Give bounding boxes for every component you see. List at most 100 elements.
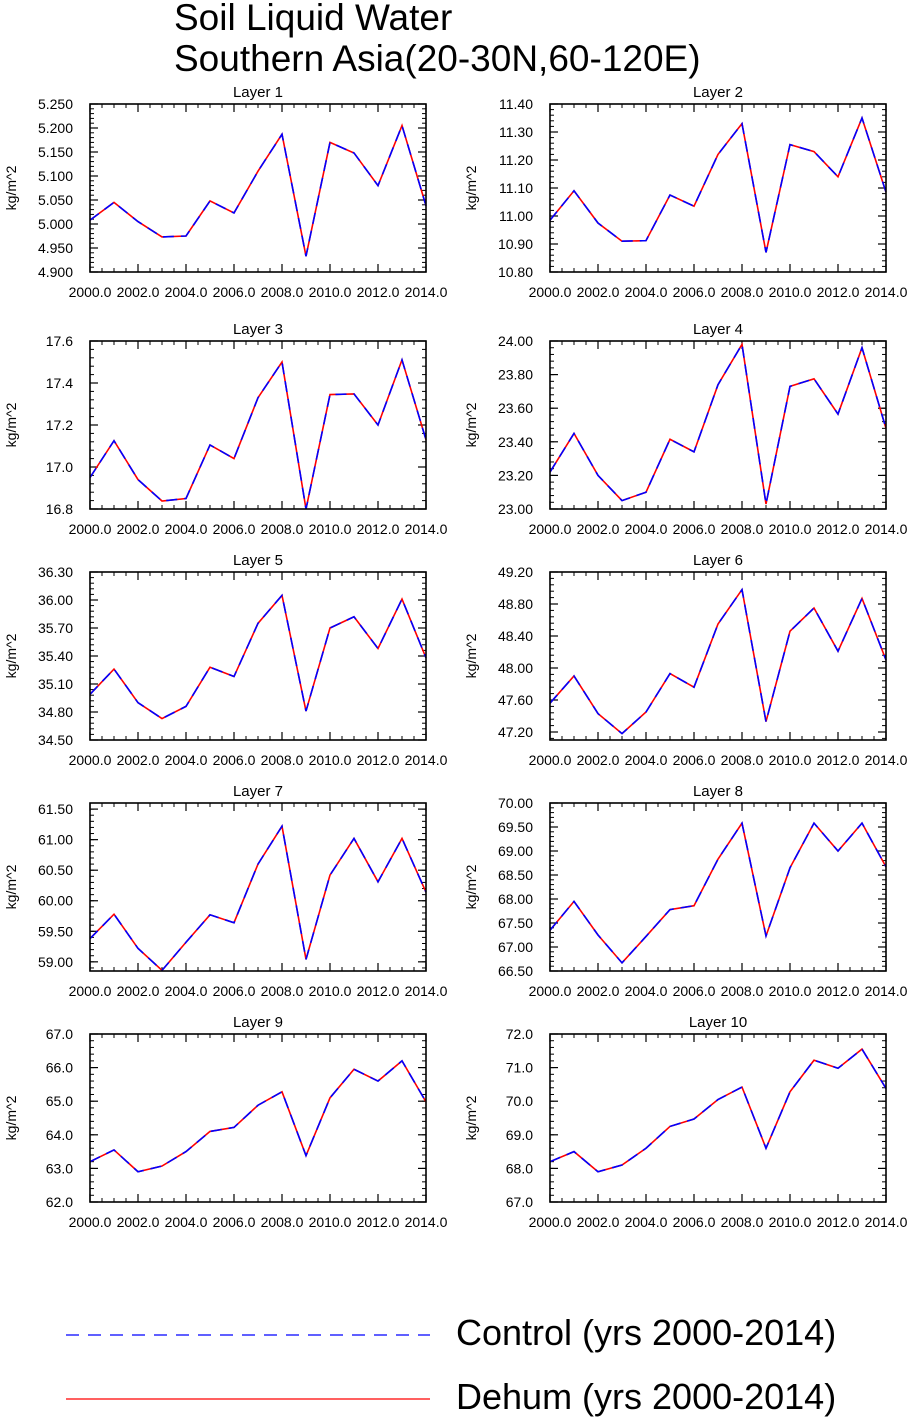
series-line-control [89, 357, 427, 510]
x-tick-label: 2014.0 [405, 284, 448, 300]
x-tick-label: 2006.0 [213, 752, 256, 768]
y-tick-label: 67.50 [498, 915, 533, 931]
y-tick-label: 17.4 [46, 375, 73, 391]
y-tick-label: 34.50 [38, 732, 73, 748]
x-tick-label: 2012.0 [817, 1214, 860, 1230]
x-tick-label: 2010.0 [309, 521, 352, 537]
y-tick-label: 34.80 [38, 704, 73, 720]
y-tick-label: 48.00 [498, 660, 533, 676]
x-tick-label: 2002.0 [117, 521, 160, 537]
series-line-control [549, 587, 887, 735]
panel-layer-5: Layer 5 kg/m^2 2000.0 2002.0 2004.0 2006.0 200… [3, 552, 448, 768]
x-tick-label: 2006.0 [213, 1214, 256, 1230]
x-tick-label: 2014.0 [405, 521, 448, 537]
panel-title: Layer 6 [693, 552, 743, 569]
x-tick-label: 2006.0 [673, 1214, 716, 1230]
x-tick-label: 2000.0 [69, 983, 112, 999]
x-tick-label: 2010.0 [309, 1214, 352, 1230]
x-tick-label: 2002.0 [117, 284, 160, 300]
series-line-control [89, 593, 427, 720]
y-tick-label: 5.150 [38, 144, 73, 160]
panel-title: Layer 9 [233, 1014, 283, 1031]
x-tick-label: 2010.0 [769, 1214, 812, 1230]
y-tick-label: 62.0 [46, 1194, 73, 1210]
y-tick-label: 24.00 [498, 333, 533, 349]
x-tick-label: 2010.0 [309, 983, 352, 999]
y-tick-label: 4.950 [38, 240, 73, 256]
y-tick-label: 17.0 [46, 459, 73, 475]
x-tick-label: 2010.0 [769, 983, 812, 999]
y-tick-label: 67.0 [506, 1194, 533, 1210]
y-axis-label: kg/m^2 [463, 633, 479, 678]
y-tick-label: 10.80 [498, 264, 533, 280]
series-line-dehum [549, 342, 887, 505]
x-tick-label: 2002.0 [577, 521, 620, 537]
y-tick-label: 69.0 [506, 1127, 533, 1143]
plot-frame [549, 1033, 887, 1203]
y-tick-label: 11.30 [499, 124, 533, 140]
panel-title: Layer 5 [233, 552, 283, 569]
plot-frame [89, 571, 427, 741]
y-tick-label: 5.000 [38, 216, 73, 232]
x-tick-label: 2000.0 [69, 521, 112, 537]
plot-frame [549, 340, 887, 510]
y-tick-label: 68.50 [498, 867, 533, 883]
x-tick-label: 2008.0 [261, 752, 304, 768]
panel-layer-10: Layer 10 kg/m^2 2000.0 2002.0 2004.0 2006.0 20… [463, 1014, 908, 1230]
panel-title: Layer 2 [693, 84, 743, 101]
series-line-control [549, 115, 887, 253]
x-tick-label: 2004.0 [625, 284, 668, 300]
x-tick-label: 2004.0 [625, 1214, 668, 1230]
plot-frame [549, 103, 887, 273]
y-axis-label: kg/m^2 [3, 165, 19, 210]
plot-frame [89, 1033, 427, 1203]
x-tick-label: 2004.0 [625, 752, 668, 768]
y-tick-label: 48.40 [498, 628, 533, 644]
series-line-dehum [549, 115, 887, 253]
y-tick-label: 23.80 [498, 367, 533, 383]
x-tick-label: 2004.0 [165, 1214, 208, 1230]
series-line-dehum [89, 1059, 427, 1173]
series-line-dehum [89, 593, 427, 720]
panel-layer-4: Layer 4 kg/m^2 2000.0 2002.0 2004.0 2006.0 200… [463, 321, 908, 537]
y-tick-label: 66.0 [46, 1060, 73, 1076]
x-tick-label: 2000.0 [529, 983, 572, 999]
x-tick-label: 2002.0 [117, 752, 160, 768]
x-tick-label: 2002.0 [577, 752, 620, 768]
x-tick-label: 2010.0 [309, 752, 352, 768]
x-tick-label: 2014.0 [865, 521, 908, 537]
y-tick-label: 35.10 [38, 676, 73, 692]
x-tick-label: 2012.0 [357, 752, 400, 768]
panel-layer-8: Layer 8 kg/m^2 2000.0 2002.0 2004.0 2006.0 200… [463, 783, 908, 999]
y-axis-label: kg/m^2 [463, 165, 479, 210]
x-tick-label: 2000.0 [69, 752, 112, 768]
x-tick-label: 2006.0 [673, 752, 716, 768]
y-tick-label: 10.90 [498, 236, 533, 252]
panel-layer-6: Layer 6 kg/m^2 2000.0 2002.0 2004.0 2006.0 200… [463, 552, 908, 768]
x-tick-label: 2002.0 [117, 983, 160, 999]
y-tick-label: 48.80 [498, 596, 533, 612]
x-tick-label: 2014.0 [865, 983, 908, 999]
x-tick-label: 2008.0 [721, 1214, 764, 1230]
y-tick-label: 60.00 [38, 893, 73, 909]
x-tick-label: 2012.0 [817, 521, 860, 537]
x-tick-label: 2008.0 [721, 284, 764, 300]
y-tick-label: 68.00 [498, 891, 533, 907]
y-tick-label: 11.40 [499, 96, 533, 112]
y-tick-label: 17.6 [46, 333, 73, 349]
x-tick-label: 2012.0 [817, 752, 860, 768]
series-line-control [549, 1047, 887, 1173]
x-tick-label: 2006.0 [673, 521, 716, 537]
x-tick-label: 2002.0 [577, 1214, 620, 1230]
x-tick-label: 2004.0 [625, 521, 668, 537]
y-tick-label: 72.0 [506, 1026, 533, 1042]
x-tick-label: 2000.0 [69, 1214, 112, 1230]
series-line-dehum [89, 123, 427, 257]
x-tick-label: 2008.0 [261, 1214, 304, 1230]
panel-layer-9: Layer 9 kg/m^2 2000.0 2002.0 2004.0 2006.0 200… [3, 1014, 448, 1230]
y-tick-label: 4.900 [38, 264, 73, 280]
y-tick-label: 59.00 [38, 954, 73, 970]
legend-label-control: Control (yrs 2000-2014) [456, 1312, 837, 1353]
x-tick-label: 2006.0 [673, 983, 716, 999]
